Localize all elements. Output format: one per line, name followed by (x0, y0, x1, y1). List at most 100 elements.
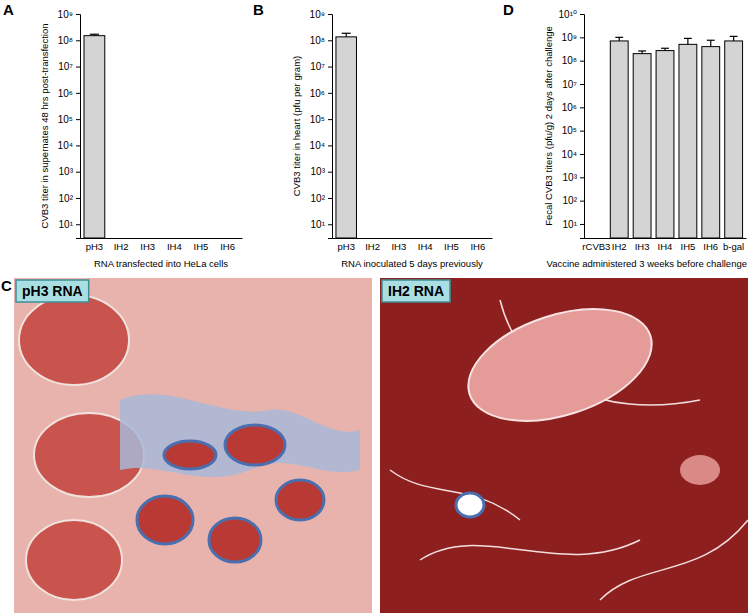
y-tick: 10⁶ (562, 102, 584, 113)
y-tick: 10⁷ (310, 61, 332, 72)
x-tick-label: IH6 (703, 241, 718, 252)
y-tick-label: 10² (563, 195, 578, 206)
y-tick-label: 10⁶ (310, 88, 325, 99)
y-axis-title: Fecal CVB3 titers (pfu/g) 2 days after c… (543, 26, 554, 226)
y-tick-mark (328, 93, 332, 94)
y-tick-mark (76, 93, 80, 94)
y-tick: 10⁸ (562, 55, 584, 66)
x-axis-title: RNA transfected into HeLa cells (94, 258, 228, 269)
y-axis-line (580, 15, 585, 239)
x-axis: pH3 IH2 IH3 IH4 IH5 IH6 (333, 239, 493, 252)
y-tick-label: 10¹ (59, 219, 74, 230)
x-tick-label: IH5 (194, 241, 209, 252)
error-bar-cap (684, 38, 692, 39)
tissue-line (420, 540, 640, 560)
plot-area (610, 36, 742, 238)
x-axis: pH3 IH2 IH3 IH4 IH5 IH6 (81, 239, 243, 252)
error-bar (90, 34, 99, 35)
y-axis-line (328, 15, 333, 239)
y-tick-mark (328, 119, 332, 120)
x-tick-label: pH3 (337, 241, 354, 252)
x-tick: pH3 (337, 241, 354, 252)
y-tick-mark (76, 119, 80, 120)
y-tick: 10¹ (311, 219, 332, 230)
y-tick: 10⁵ (310, 114, 332, 125)
y-axis: 10¹10²10³10⁴10⁵10⁶10⁷10⁸10⁹ (58, 9, 81, 239)
error-bar (730, 36, 738, 41)
x-tick: IH5 (680, 241, 695, 252)
error-bar (661, 48, 669, 50)
error-bar (638, 51, 646, 54)
image-label: IH2 RNA (388, 283, 444, 299)
y-tick: 10⁸ (310, 35, 332, 46)
y-tick: 10⁹ (562, 32, 584, 43)
x-tick-label: IH4 (418, 241, 433, 252)
x-tick: b-gal (723, 241, 744, 252)
islet (454, 288, 666, 442)
panel-letter: A (3, 1, 14, 18)
x-tick-label: IH6 (470, 241, 485, 252)
x-axis-title: RNA inoculated 5 days previously (341, 258, 483, 269)
y-tick: 10² (311, 193, 332, 204)
error-bar-stem (687, 38, 688, 44)
y-tick: 10¹⁰ (559, 9, 584, 20)
error-bar (707, 40, 715, 46)
y-tick-mark (328, 67, 332, 68)
panel-letter: C (1, 277, 12, 294)
histology-image (14, 278, 372, 613)
error-bar-cap (615, 37, 623, 38)
image-background (14, 278, 372, 613)
histology-image (380, 278, 748, 613)
error-bar-cap (90, 34, 99, 35)
x-tick: IH6 (220, 241, 235, 252)
y-tick-label: 10⁷ (58, 61, 73, 72)
y-tick: 10⁴ (310, 140, 332, 151)
y-tick-label: 10³ (311, 166, 326, 177)
y-tick-label: 10³ (563, 172, 578, 183)
x-tick: IH2 (114, 241, 129, 252)
y-tick: 10⁵ (58, 114, 80, 125)
y-tick-mark (328, 40, 332, 41)
figure: 10¹ 10² 10³ 10⁴ 10⁵ 10⁶ 10⁷ 10⁸ 10⁹ pH3 IH2 IH3 IH4 I… (0, 0, 750, 614)
y-tick-label: 10³ (59, 166, 74, 177)
x-tick: IH4 (167, 241, 182, 252)
y-axis: 10¹10²10³10⁴10⁵10⁶10⁷10⁸10⁹10¹⁰ (559, 9, 585, 239)
plot-area (84, 34, 105, 238)
y-tick-label: 10² (311, 193, 326, 204)
image-background (380, 278, 748, 613)
error-bar (615, 37, 623, 41)
y-tick-mark (76, 198, 80, 199)
x-tick: IH5 (444, 241, 459, 252)
y-tick-label: 10⁹ (310, 9, 325, 20)
y-tick-mark (580, 131, 584, 132)
y-tick-mark (328, 145, 332, 146)
x-tick-label: IH3 (140, 241, 155, 252)
x-tick-label: IH2 (365, 241, 380, 252)
vessel (276, 480, 324, 520)
vessel (137, 496, 193, 544)
y-tick-label: 10⁹ (562, 32, 577, 43)
y-tick: 10² (563, 195, 584, 206)
x-tick: IH3 (635, 241, 650, 252)
image-label-background (16, 280, 89, 302)
y-tick-label: 10⁷ (562, 79, 577, 90)
x-tick-label: IH5 (444, 241, 459, 252)
y-tick-mark (76, 172, 80, 173)
error-bar-cap (661, 48, 669, 49)
y-tick-label: 10⁴ (310, 140, 325, 151)
y-tick: 10² (59, 193, 80, 204)
x-tick-label: IH3 (635, 241, 650, 252)
vessel (209, 518, 261, 562)
x-tick: IH2 (365, 241, 380, 252)
y-tick: 10³ (311, 166, 332, 177)
y-tick-mark (328, 224, 332, 225)
panel-0: 10¹10²10³10⁴10⁵10⁶10⁷10⁸10⁹pH3IH2IH3IH4I… (3, 1, 243, 269)
y-tick: 10⁶ (310, 88, 332, 99)
x-tick: pH3 (86, 241, 103, 252)
x-tick-label: rCVB3 (582, 241, 610, 252)
x-tick-label: b-gal (723, 241, 744, 252)
y-tick: 10⁵ (562, 125, 584, 136)
x-tick: IH3 (391, 241, 406, 252)
y-axis-title: CVB3 titer in supernates 48 hrs post-tra… (39, 24, 50, 229)
bar (702, 47, 720, 238)
